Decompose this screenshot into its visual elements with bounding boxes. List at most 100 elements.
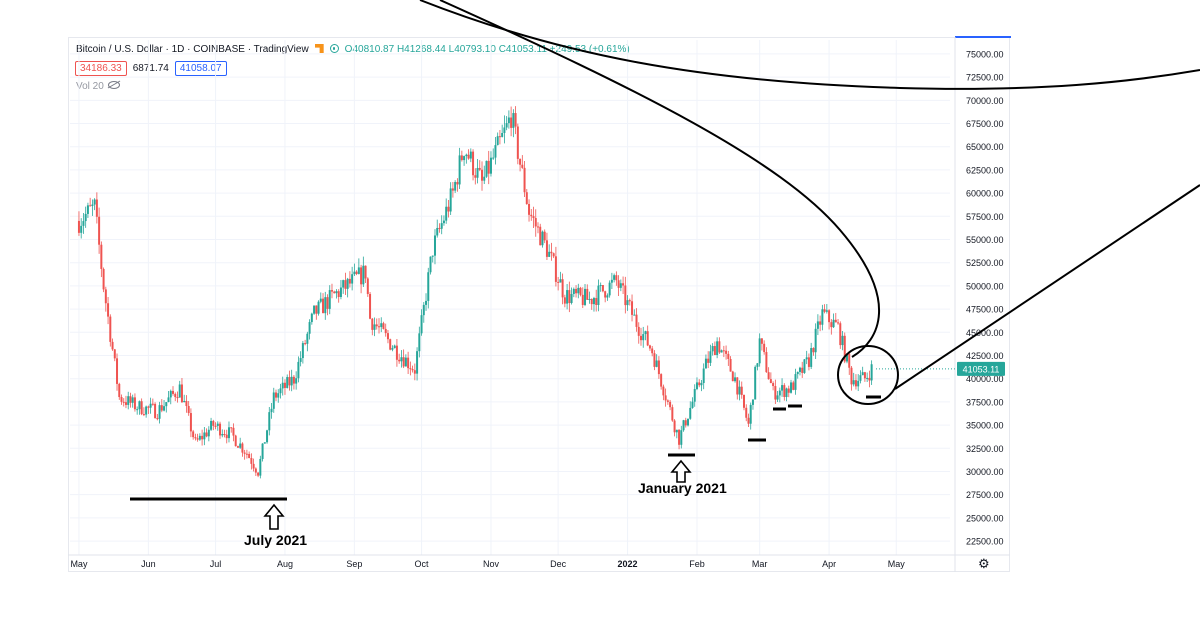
candle-body (328, 290, 331, 309)
candle-body (870, 364, 873, 381)
candle-body (351, 274, 354, 284)
candle-body (601, 285, 604, 292)
quote-bar: 34186.33 6871.74 41058.07 (75, 61, 231, 76)
candle-body (275, 392, 278, 398)
eye-off-icon[interactable] (107, 81, 120, 89)
candle-body (613, 275, 616, 280)
candle-body (91, 204, 94, 206)
candle-body (563, 297, 566, 304)
candle-body (142, 414, 145, 416)
candle-body (584, 288, 587, 305)
candle-body (467, 154, 470, 159)
candle-body (673, 420, 676, 433)
price-tick-label: 42500.00 (966, 351, 1004, 361)
price-tick-label: 50000.00 (966, 281, 1004, 291)
candle-body (297, 361, 300, 379)
candle-body (747, 417, 750, 424)
candle-body (783, 385, 786, 397)
candle-body (418, 333, 421, 352)
price-tick-label: 67500.00 (966, 119, 1004, 129)
drawing-curve-arc (439, 0, 880, 358)
candle-body (792, 382, 795, 390)
live-dot-icon (329, 44, 339, 53)
candle-body (566, 290, 569, 304)
candle-body (662, 386, 665, 396)
candle-body (402, 357, 405, 367)
symbol-header: Bitcoin / U.S. Dollar · 1D · COINBASE · … (76, 44, 630, 55)
symbol-title[interactable]: Bitcoin / U.S. Dollar · 1D · COINBASE · … (76, 44, 309, 55)
time-tick-label: Apr (822, 559, 836, 569)
candle-body (866, 377, 869, 379)
candle-body (841, 335, 844, 346)
candle-body (736, 377, 739, 395)
candle-body (342, 280, 345, 288)
volume-indicator[interactable]: Vol 20 (76, 81, 120, 92)
candle-body (133, 397, 136, 410)
candle-body (494, 145, 497, 158)
candle-body (420, 315, 423, 334)
buy-price-button[interactable]: 41058.07 (174, 61, 227, 76)
gear-icon[interactable]: ⚙ (978, 556, 990, 571)
price-tick-label: 45000.00 (966, 328, 1004, 338)
candle-body (93, 199, 96, 205)
candle-body (758, 338, 761, 364)
candle-body (610, 279, 613, 283)
candle-body (814, 328, 817, 353)
candle-body (214, 425, 217, 427)
candle-body (290, 376, 293, 386)
candle-body (778, 390, 781, 396)
price-tick-label: 72500.00 (966, 73, 1004, 83)
candle-body (521, 164, 524, 168)
candle-body (485, 160, 488, 177)
candle-body (315, 305, 318, 314)
candle-body (98, 216, 101, 245)
candle-body (369, 293, 372, 319)
candle-body (82, 221, 85, 226)
candle-body (660, 374, 663, 387)
candle-body (306, 333, 309, 344)
candle-body (689, 407, 692, 419)
candle-body (120, 397, 123, 402)
candle-body (138, 401, 141, 410)
candle-body (651, 348, 654, 354)
candle-body (245, 453, 248, 455)
time-tick-label: May (888, 559, 906, 569)
candle-body (577, 287, 580, 294)
candle-body (239, 443, 242, 448)
candle-body (205, 432, 208, 437)
candle-body (407, 357, 410, 369)
chart-pane[interactable] (68, 37, 1010, 572)
candle-body (310, 313, 313, 323)
candle-body (738, 386, 741, 395)
candle-body (700, 383, 703, 386)
candle-body (281, 382, 284, 389)
candle-body (805, 357, 808, 360)
candle-body (104, 289, 107, 304)
candle-body (288, 377, 291, 386)
candle-body (664, 395, 667, 401)
candle-body (781, 385, 784, 391)
candle-body (823, 309, 826, 312)
candle-body (657, 360, 660, 375)
annotation-july: July 2021 (244, 532, 307, 548)
candle-body (404, 357, 407, 367)
candle-body (727, 353, 730, 359)
drawing-curve-top (419, 0, 1200, 90)
candle-body (545, 240, 548, 257)
price-tick-label: 40000.00 (966, 374, 1004, 384)
candle-body (460, 155, 463, 161)
candle-body (308, 322, 311, 334)
candle-body (344, 280, 347, 289)
candle-body (693, 389, 696, 402)
candle-body (111, 341, 114, 350)
price-scale-highlight (955, 36, 1011, 38)
candle-body (413, 370, 416, 374)
sell-price-button[interactable]: 34186.33 (75, 61, 127, 76)
candle-body (178, 384, 181, 398)
price-tick-label: 65000.00 (966, 142, 1004, 152)
candle-body (716, 341, 719, 356)
time-tick-label: 2022 (618, 559, 638, 569)
candle-body (510, 117, 513, 128)
candle-body (118, 383, 121, 398)
candle-body (740, 386, 743, 395)
